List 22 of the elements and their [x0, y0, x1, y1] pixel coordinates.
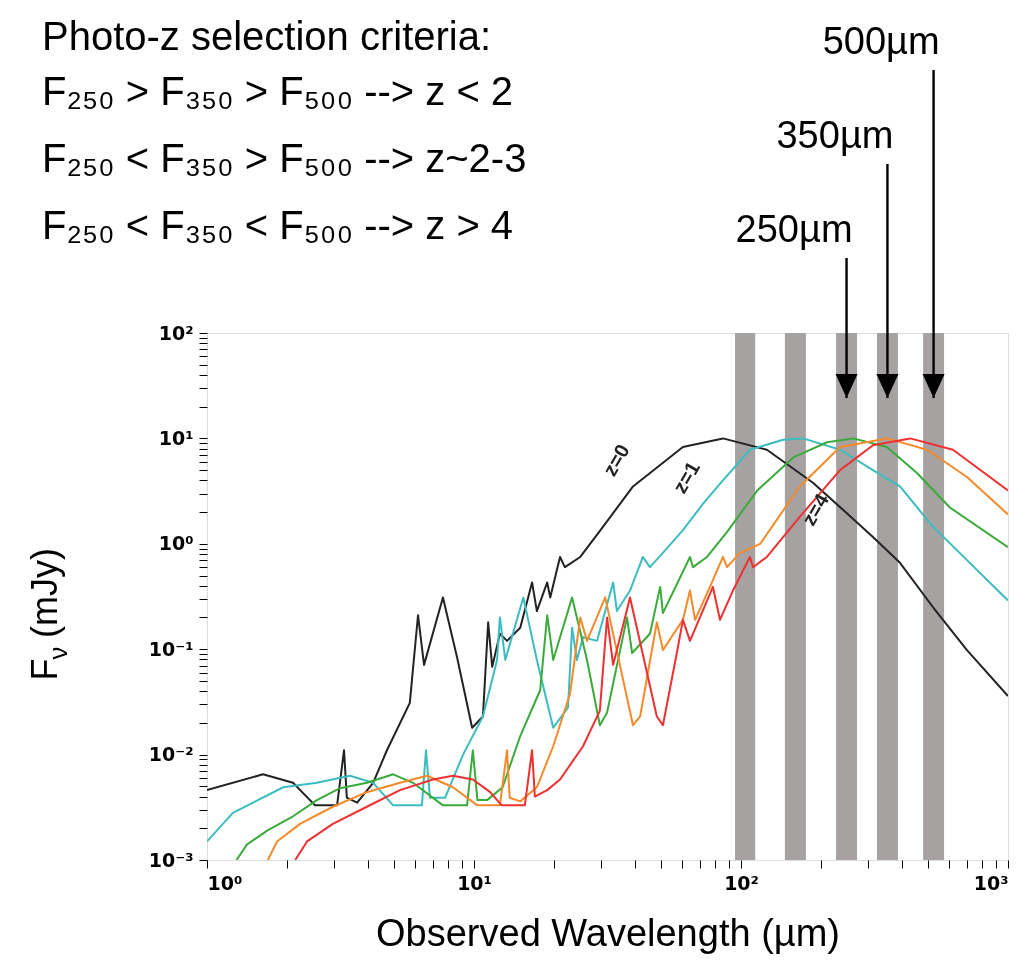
- y-tick-label: 10²: [158, 321, 194, 344]
- chart-title: Photo-z selection criteria:: [42, 14, 492, 58]
- x-tick-label: 10²: [724, 871, 759, 894]
- text: 500µm: [822, 20, 940, 62]
- text: z=4: [797, 489, 834, 530]
- text: F₂₅₀ < F₃₅₀ > F₅₀₀ --> z~2-3: [42, 136, 527, 180]
- x-axis-title: Observed Wavelength (µm): [376, 911, 840, 954]
- y-tick-label: 10⁻²: [148, 743, 194, 766]
- text: 350µm: [776, 114, 894, 156]
- y-tick-label: 10⁰: [158, 532, 194, 555]
- y-tick-label: 10⁻¹: [148, 637, 194, 660]
- text: z=1: [668, 457, 704, 497]
- text: 250µm: [735, 208, 853, 250]
- y-axis-title: Fν (mJy): [24, 547, 72, 681]
- y-tick-label: 10¹: [158, 426, 194, 449]
- text: F₂₅₀ < F₃₅₀ < F₅₀₀ --> z > 4: [42, 203, 514, 247]
- text: z=0: [598, 440, 634, 480]
- x-tick-label: 10⁰: [207, 871, 243, 894]
- x-tick-label: 10¹: [457, 871, 492, 894]
- x-tick-label: 10³: [973, 871, 1009, 894]
- text: F₂₅₀ > F₃₅₀ > F₅₀₀ --> z < 2: [42, 69, 514, 113]
- y-tick-label: 10⁻³: [148, 848, 194, 871]
